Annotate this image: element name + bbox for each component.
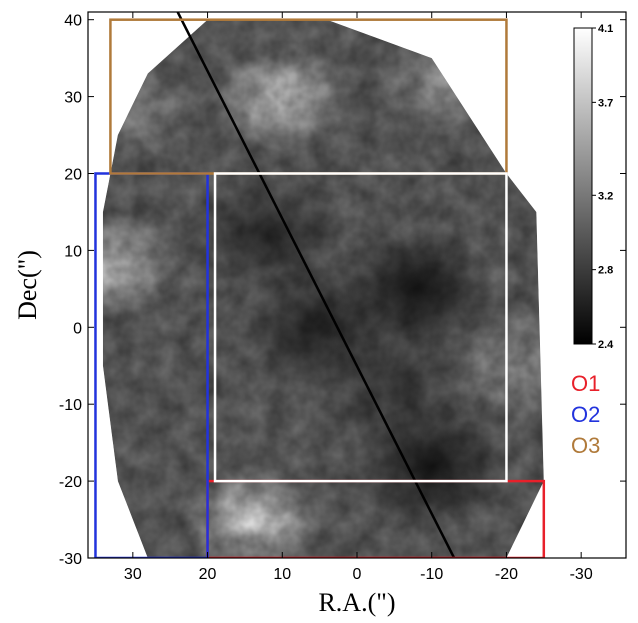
slit-line bbox=[176, 12, 456, 558]
y-axis: 40 30 20 10 0 -10 -20 -30 bbox=[59, 13, 626, 568]
colorbar-tick-label: 3.2 bbox=[598, 190, 613, 202]
y-tick-label: -20 bbox=[59, 474, 82, 491]
legend-entry-o1: O1 bbox=[571, 371, 600, 396]
colorbar: 4.1 3.7 3.2 2.8 2.4 bbox=[573, 23, 614, 351]
y-tick-label: 0 bbox=[73, 320, 82, 337]
y-tick-label: 30 bbox=[64, 90, 82, 107]
texture-noise bbox=[102, 19, 544, 558]
x-tick-label: -10 bbox=[420, 566, 443, 583]
colorbar-tick-label: 2.8 bbox=[598, 265, 613, 277]
field-intensity bbox=[102, 19, 544, 558]
x-tick-label: -30 bbox=[570, 566, 593, 583]
x-tick-label: 0 bbox=[353, 566, 362, 583]
y-axis-title: Dec(") bbox=[13, 250, 42, 320]
region-inner bbox=[213, 172, 508, 483]
legend-entry-o3: O3 bbox=[571, 433, 600, 458]
y-tick-label: -30 bbox=[59, 551, 82, 568]
x-axis: 30 20 10 0 -10 -20 -30 bbox=[124, 12, 593, 583]
legend-entry-o2: O2 bbox=[571, 402, 600, 427]
x-tick-label: 10 bbox=[273, 566, 291, 583]
y-tick-label: -10 bbox=[59, 397, 82, 414]
colorbar-tick-label: 4.1 bbox=[598, 23, 613, 35]
x-tick-label: 30 bbox=[124, 566, 142, 583]
x-axis-title: R.A.(") bbox=[318, 588, 395, 617]
y-tick-label: 40 bbox=[64, 13, 82, 30]
intensity-map bbox=[102, 19, 544, 558]
region-overlays bbox=[94, 12, 546, 558]
x-tick-label: -20 bbox=[495, 566, 518, 583]
colorbar-tick-label: 2.4 bbox=[598, 339, 614, 351]
colorbar-gradient bbox=[573, 27, 593, 345]
y-tick-label: 20 bbox=[64, 166, 82, 183]
x-tick-label: 20 bbox=[199, 566, 217, 583]
legend: O1 O2 O3 bbox=[571, 371, 600, 458]
colorbar-tick-label: 3.7 bbox=[598, 97, 613, 109]
y-tick-label: 10 bbox=[64, 243, 82, 260]
